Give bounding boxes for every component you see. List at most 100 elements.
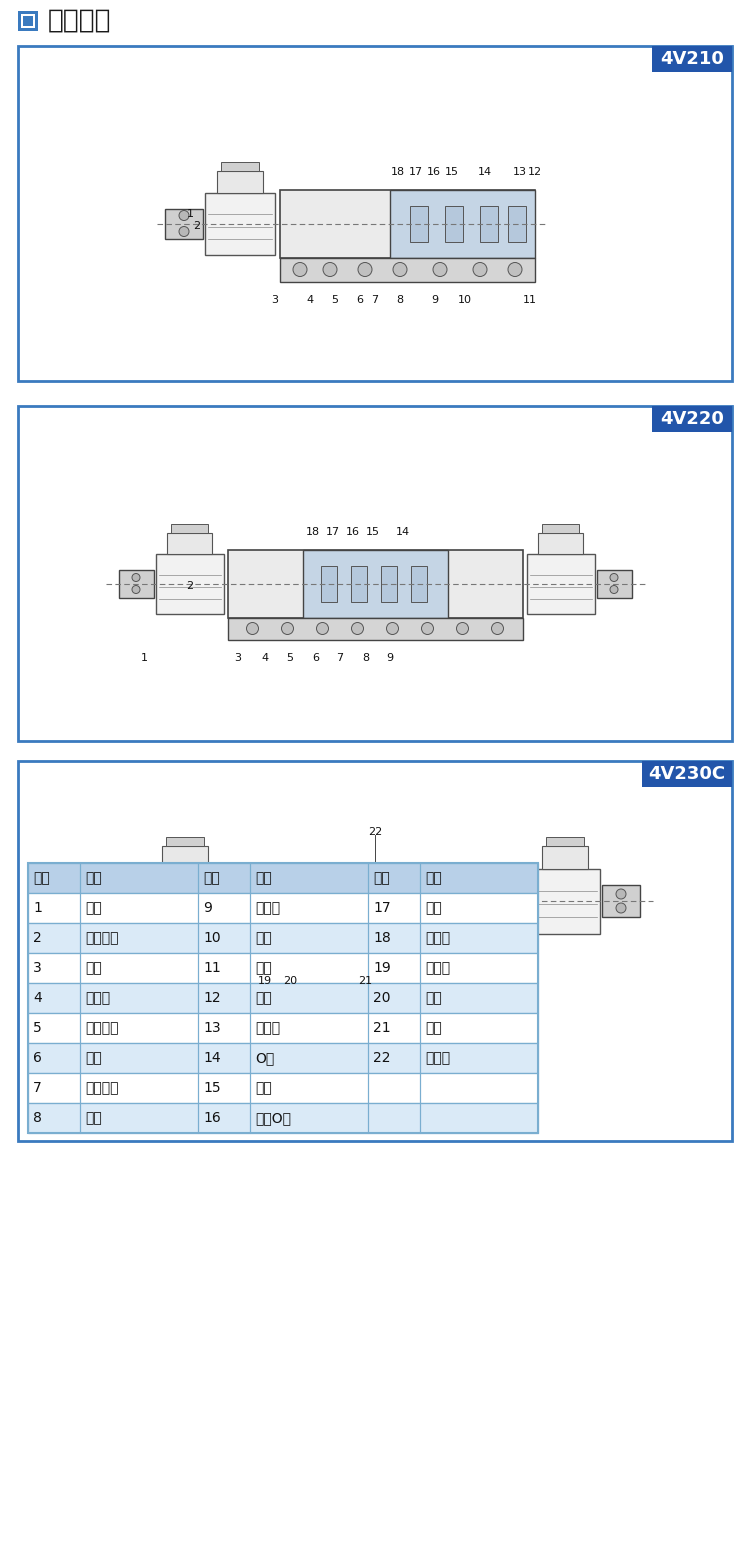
Text: 4V210: 4V210 [660,50,724,69]
Circle shape [316,623,328,634]
Bar [420,1013,538,1043]
Text: 4V220: 4V220 [660,411,724,428]
Bar [300,865,450,937]
Circle shape [124,890,134,899]
Circle shape [317,896,331,910]
Bar [28,893,538,923]
Bar [422,880,440,921]
Circle shape [358,262,372,276]
Bar [508,206,526,242]
Circle shape [246,941,260,955]
Bar [420,983,538,1013]
Bar [250,983,368,1013]
Bar [28,1072,538,1104]
Text: 7: 7 [336,652,343,662]
Text: 18: 18 [373,930,391,944]
Bar [28,954,538,983]
Text: 17: 17 [373,901,391,915]
Bar [18,762,732,1141]
Circle shape [386,941,400,955]
Circle shape [323,262,337,276]
Bar [28,1013,80,1043]
Bar [28,893,80,923]
Bar [198,1104,250,1133]
Circle shape [490,941,504,955]
Text: 17: 17 [409,167,423,176]
Bar [420,923,538,954]
Circle shape [280,941,295,955]
Bar [28,1104,538,1133]
Bar [80,1013,198,1043]
Text: 綫圈: 綫圈 [85,962,102,976]
Bar [546,837,584,846]
Bar [480,206,498,242]
Text: 彈簧: 彈簧 [425,991,442,1005]
Bar [28,983,80,1013]
Bar [368,893,420,923]
Circle shape [616,902,626,913]
Text: 異型O令: 異型O令 [255,1111,291,1125]
Bar [205,192,275,254]
Bar [225,865,525,937]
Circle shape [132,585,140,593]
Text: 4: 4 [307,295,314,304]
Bar [642,762,732,787]
Text: 固定鐵片: 固定鐵片 [85,1021,118,1035]
Bar [368,1043,420,1072]
Circle shape [293,262,307,276]
Bar [542,524,578,532]
Bar [368,1013,420,1043]
Circle shape [422,623,434,634]
Text: 11: 11 [523,295,537,304]
Bar [28,1072,80,1104]
Bar [526,554,595,613]
Bar [28,863,80,893]
Text: 8: 8 [362,652,369,662]
Circle shape [424,896,438,910]
Circle shape [354,896,368,910]
Bar [166,837,204,846]
Bar [380,565,397,601]
Bar [280,258,535,281]
Text: 8: 8 [397,295,404,304]
Circle shape [616,890,626,899]
Bar [167,532,211,554]
Text: 16: 16 [346,526,359,537]
Circle shape [247,623,259,634]
Bar [155,554,224,613]
Bar [530,868,600,933]
Bar [118,570,154,598]
Bar [150,868,220,933]
Bar [302,549,448,618]
Text: 6: 6 [312,652,319,662]
Circle shape [124,902,134,913]
Text: 16: 16 [427,167,441,176]
Text: 耐磨環: 耐磨環 [255,901,280,915]
Bar [80,954,198,983]
Bar [250,923,368,954]
Bar [28,983,538,1013]
Text: 12: 12 [528,167,542,176]
Text: 復歸座: 復歸座 [425,1051,450,1065]
Bar [198,983,250,1013]
Text: 彈簧: 彈簧 [425,901,442,915]
Bar [28,923,538,954]
Text: 8: 8 [33,1111,42,1125]
Bar [80,893,198,923]
Text: 1: 1 [187,209,194,219]
Text: 14: 14 [395,526,410,537]
Bar [28,923,80,954]
Text: 止泄墊: 止泄墊 [255,1021,280,1035]
Bar [250,1043,368,1072]
Bar [538,532,583,554]
Text: 14: 14 [203,1051,220,1065]
Text: 18: 18 [305,526,320,537]
Text: 序號: 序號 [33,871,50,885]
Text: 螺釘: 螺釘 [255,962,272,976]
Text: 固定螺帽: 固定螺帽 [85,930,118,944]
Bar [80,863,198,893]
Circle shape [316,941,330,955]
Text: 13: 13 [513,167,527,176]
Circle shape [433,262,447,276]
Bar [652,45,732,72]
